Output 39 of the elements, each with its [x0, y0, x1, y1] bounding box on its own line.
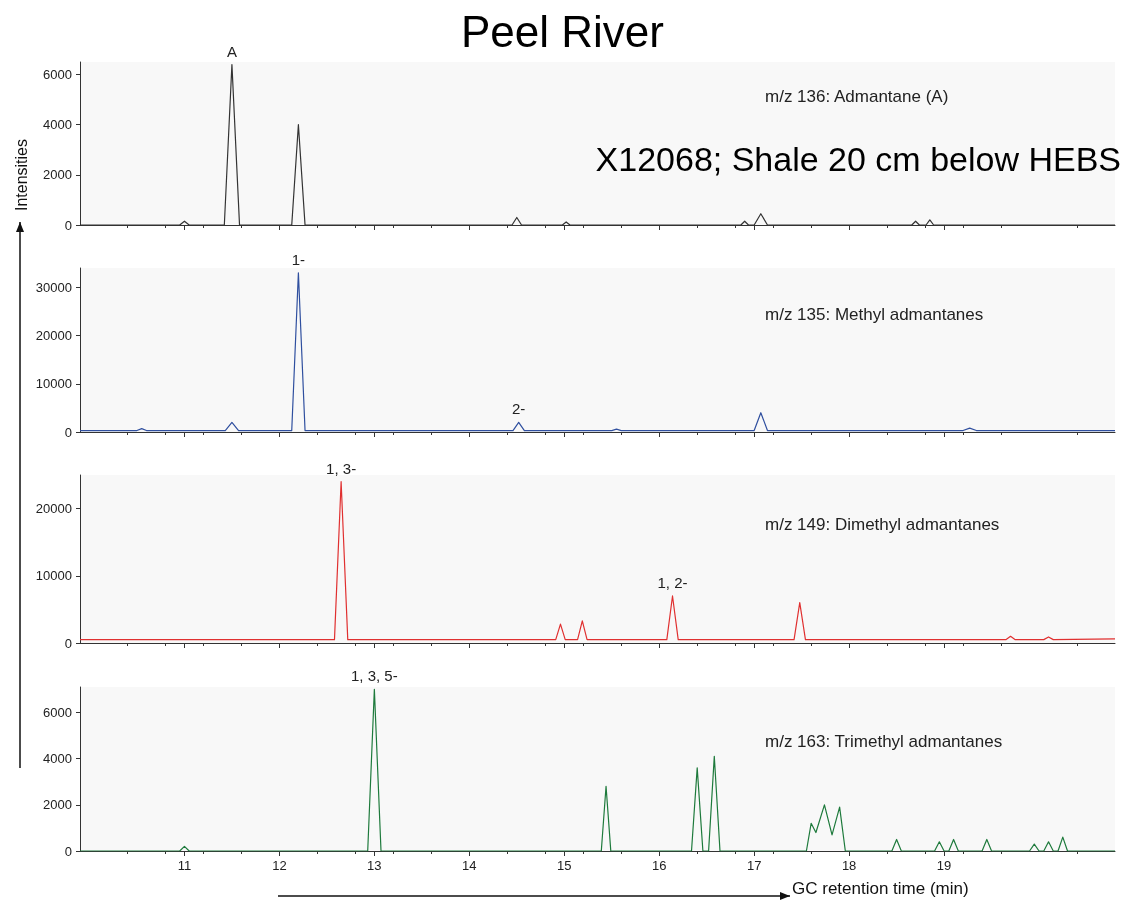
y-tick-label: 4000: [43, 117, 72, 133]
x-tick-label: 13: [367, 858, 382, 873]
y-tick-label: 0: [64, 424, 72, 440]
x-tick-label: 11: [177, 858, 192, 873]
y-tick-label: 0: [64, 843, 72, 859]
x-tick-label: 14: [462, 858, 477, 873]
y-tick-label: 10000: [35, 376, 72, 392]
x-tick-label: 15: [557, 858, 572, 873]
y-tick-label: 6000: [43, 704, 72, 720]
annotation: m/z 163: Trimethyl admantanes: [765, 732, 1003, 751]
x-tick-label: 19: [936, 858, 952, 873]
annotation: A: [226, 42, 237, 60]
y-tick-label: 10000: [35, 568, 72, 584]
y-tick-label: 20000: [35, 328, 72, 344]
annotation: 1, 2-: [657, 573, 688, 591]
annotation: 1, 3-: [326, 459, 357, 477]
annotation: 2-: [512, 400, 526, 418]
chart-title: Peel River: [461, 6, 664, 56]
y-tick-label: 4000: [43, 751, 72, 767]
y-tick-label: 2000: [43, 797, 72, 813]
y-tick-label: 0: [64, 635, 72, 651]
annotation: m/z 149: Dimethyl admantanes: [765, 515, 1000, 534]
text: X12068; Shale 20 cm below HEBS: [595, 140, 1122, 178]
x-axis-title: GC retention time (min): [792, 879, 969, 898]
y-tick-label: 30000: [35, 279, 72, 295]
x-tick-label: 12: [272, 858, 287, 873]
y-tick-label: 20000: [35, 501, 72, 517]
y-axis-title: Intensities: [13, 138, 31, 212]
x-tick-label: 18: [841, 858, 857, 873]
y-tick-label: 2000: [43, 167, 72, 183]
x-tick-label: 16: [651, 858, 667, 873]
line-series: [79, 688, 1116, 852]
y-tick-label: 0: [64, 217, 72, 233]
annotation: m/z 136: Admantane (A): [765, 87, 949, 106]
annotation: m/z 135: Methyl admantanes: [765, 305, 984, 324]
x-tick-label: 17: [746, 858, 762, 873]
y-tick-label: 6000: [43, 67, 72, 83]
annotation: 1, 3, 5-: [351, 667, 398, 685]
annotation: 1-: [291, 250, 306, 268]
